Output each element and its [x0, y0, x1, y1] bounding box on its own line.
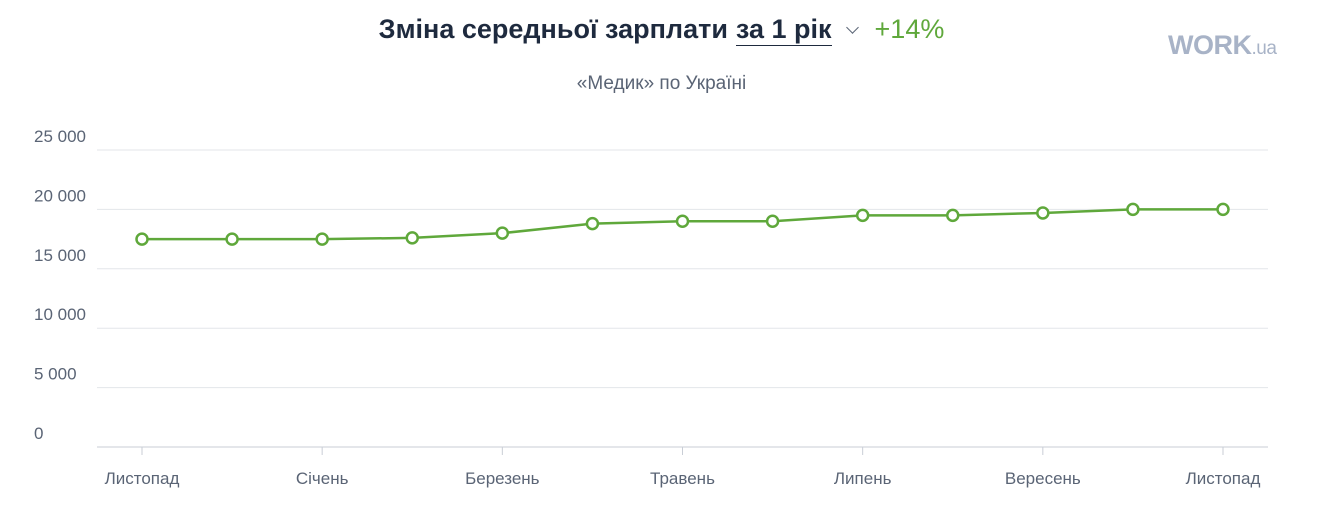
data-point	[946, 208, 960, 223]
x-tick-label: Листопад	[1186, 469, 1261, 488]
data-point	[765, 214, 780, 229]
chart-title: Зміна середньої зарплати за 1 рік +14%	[378, 14, 945, 46]
x-tick-label: Січень	[296, 469, 349, 488]
y-tick-label: 20 000	[34, 186, 86, 205]
data-point	[315, 232, 329, 246]
data-point	[225, 232, 239, 246]
x-tick-label: Березень	[465, 469, 540, 488]
chart-subtitle: «Медик» по Україні	[576, 73, 747, 94]
x-tick-label: Травень	[650, 469, 715, 488]
data-point	[675, 214, 690, 229]
data-point	[1036, 206, 1050, 220]
y-tick-label: 15 000	[34, 246, 86, 265]
period-select[interactable]: за 1 рік	[735, 14, 832, 46]
data-point	[585, 216, 600, 231]
title-text: Зміна середньої зарплати	[378, 14, 728, 44]
y-tick-label: 25 000	[34, 127, 86, 146]
data-point	[1126, 202, 1140, 217]
chart-header: Зміна середньої зарплати за 1 рік +14%	[0, 14, 1323, 46]
y-tick-label: 0	[34, 424, 43, 443]
data-point	[1216, 202, 1230, 217]
data-point	[495, 226, 510, 240]
x-tick-label: Липень	[834, 469, 892, 488]
salary-change: +14%	[874, 14, 945, 44]
y-tick-label: 10 000	[34, 305, 86, 324]
data-point	[855, 208, 870, 223]
y-tick-label: 5 000	[34, 365, 77, 384]
work-ua-logo: WORK.ua	[1168, 30, 1277, 60]
data-point	[135, 232, 149, 246]
x-tick-label: Вересень	[1005, 469, 1081, 488]
x-tick-label: Листопад	[105, 469, 180, 488]
data-point	[405, 231, 419, 245]
